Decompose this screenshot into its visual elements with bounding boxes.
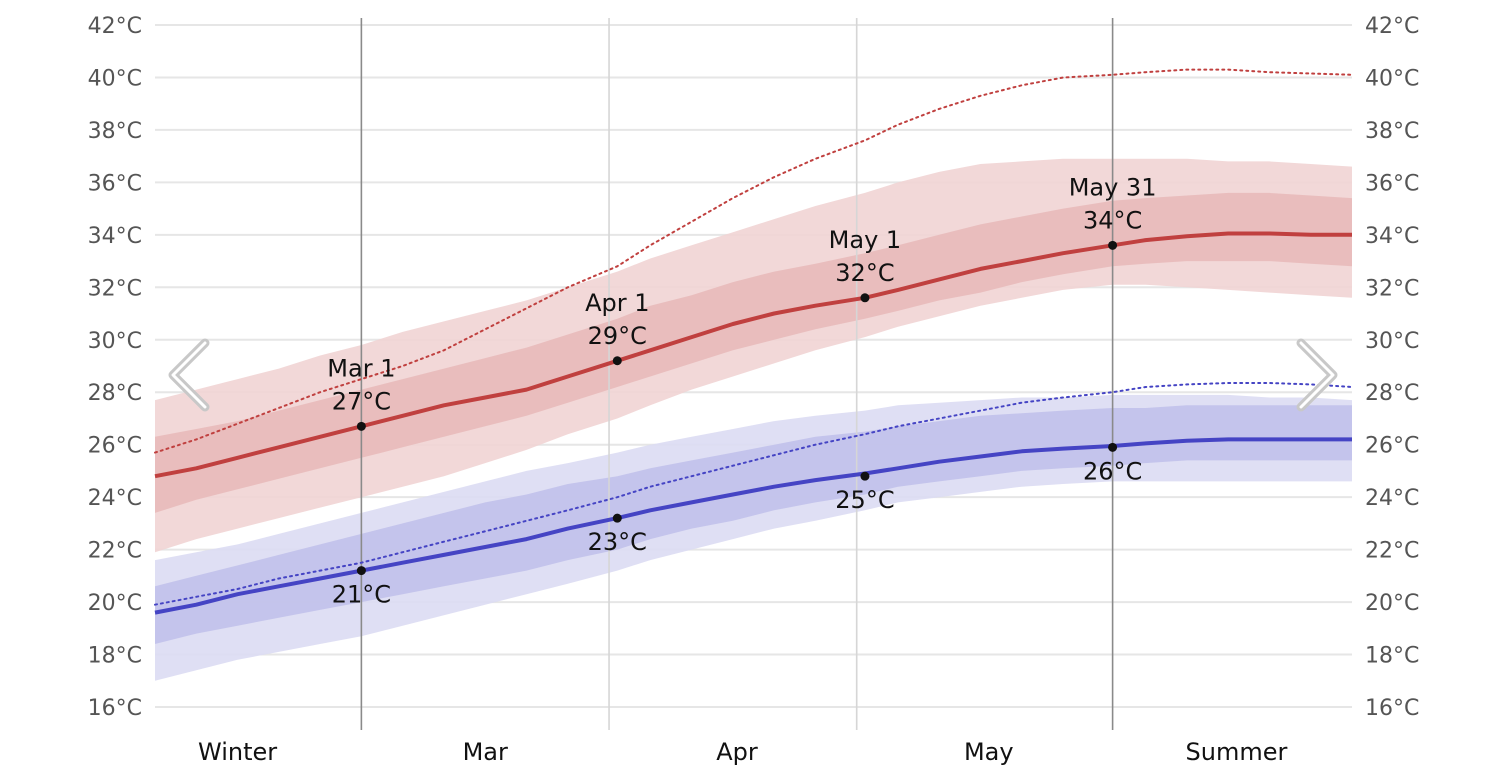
y-tick-right: 40°C — [1365, 66, 1419, 91]
y-tick-right: 30°C — [1365, 329, 1419, 354]
y-tick-left: 32°C — [88, 276, 142, 301]
average_low-record-line — [154, 382, 1353, 606]
y-tick-right: 28°C — [1365, 381, 1419, 406]
y-tick-left: 20°C — [88, 591, 142, 616]
y-tick-right: 20°C — [1365, 591, 1419, 616]
annotation-value: 34°C — [1083, 206, 1142, 234]
y-tick-left: 18°C — [88, 644, 142, 669]
y-tick-left: 30°C — [88, 329, 142, 354]
annotations: Mar 1 27°C Apr 1 29°C May 1 32°C May 31 34°C 21°… — [327, 173, 1156, 608]
annotation-point — [612, 513, 622, 523]
annotation-point — [860, 471, 870, 481]
y-tick-right: 26°C — [1365, 434, 1419, 459]
y-tick-left: 22°C — [88, 539, 142, 564]
annotation-date: May 31 — [1069, 173, 1157, 201]
annotation-value: 23°C — [588, 528, 647, 556]
prev-button[interactable] — [160, 330, 220, 420]
y-tick-left: 24°C — [88, 486, 142, 511]
annotation-date: Apr 1 — [585, 289, 649, 317]
annotation-point — [860, 293, 870, 303]
annotation-value: 26°C — [1083, 457, 1142, 485]
annotation-date: May 1 — [829, 226, 902, 254]
y-tick-right: 16°C — [1365, 696, 1419, 721]
annotation-point — [1108, 442, 1118, 452]
average_high-line — [154, 231, 1352, 479]
y-tick-right: 22°C — [1365, 539, 1419, 564]
y-tick-right: 38°C — [1365, 119, 1419, 144]
y-tick-left: 26°C — [88, 434, 142, 459]
x-axis-label: Summer — [1186, 738, 1288, 766]
y-tick-left: 40°C — [88, 66, 142, 91]
y-tick-right: 24°C — [1365, 486, 1419, 511]
next-button[interactable] — [1285, 330, 1345, 420]
annotation-point — [356, 566, 366, 576]
x-axis-label: May — [964, 738, 1014, 766]
average_high-inner-band — [155, 192, 1352, 513]
axis-ticks: 16°C 16°C 18°C 18°C 20°C 20°C 22°C 22°C 24°C 24°C… — [88, 14, 1420, 721]
y-tick-right: 34°C — [1365, 224, 1419, 249]
period-boundaries — [360, 18, 1114, 730]
x-axis-label: Apr — [716, 738, 758, 766]
y-tick-left: 36°C — [88, 171, 142, 196]
y-tick-right: 32°C — [1365, 276, 1419, 301]
y-tick-right: 36°C — [1365, 171, 1419, 196]
y-tick-left: 38°C — [88, 119, 142, 144]
y-tick-right: 42°C — [1365, 14, 1419, 39]
x-axis-labels: Winter Mar Apr May Summer — [198, 738, 1287, 766]
x-axis-label: Mar — [463, 738, 508, 766]
annotation-point — [612, 356, 622, 366]
y-tick-left: 42°C — [88, 14, 142, 39]
y-tick-left: 28°C — [88, 381, 142, 406]
y-tick-right: 18°C — [1365, 644, 1419, 669]
average_low-line — [154, 437, 1352, 615]
annotation-point — [356, 421, 366, 431]
average_low-inner-band — [155, 405, 1352, 644]
annotation-value: 32°C — [835, 259, 894, 287]
y-tick-left: 16°C — [88, 696, 142, 721]
annotation-value: 27°C — [332, 387, 391, 415]
average_high-record-line — [154, 68, 1353, 454]
annotation-date: Mar 1 — [327, 354, 395, 382]
x-axis-label: Winter — [198, 738, 277, 766]
annotation-value: 21°C — [332, 581, 391, 609]
annotation-value: 29°C — [588, 322, 647, 350]
annotation-value: 25°C — [835, 486, 894, 514]
annotation-point — [1108, 240, 1118, 250]
y-tick-left: 34°C — [88, 224, 142, 249]
series-lines — [154, 68, 1353, 615]
